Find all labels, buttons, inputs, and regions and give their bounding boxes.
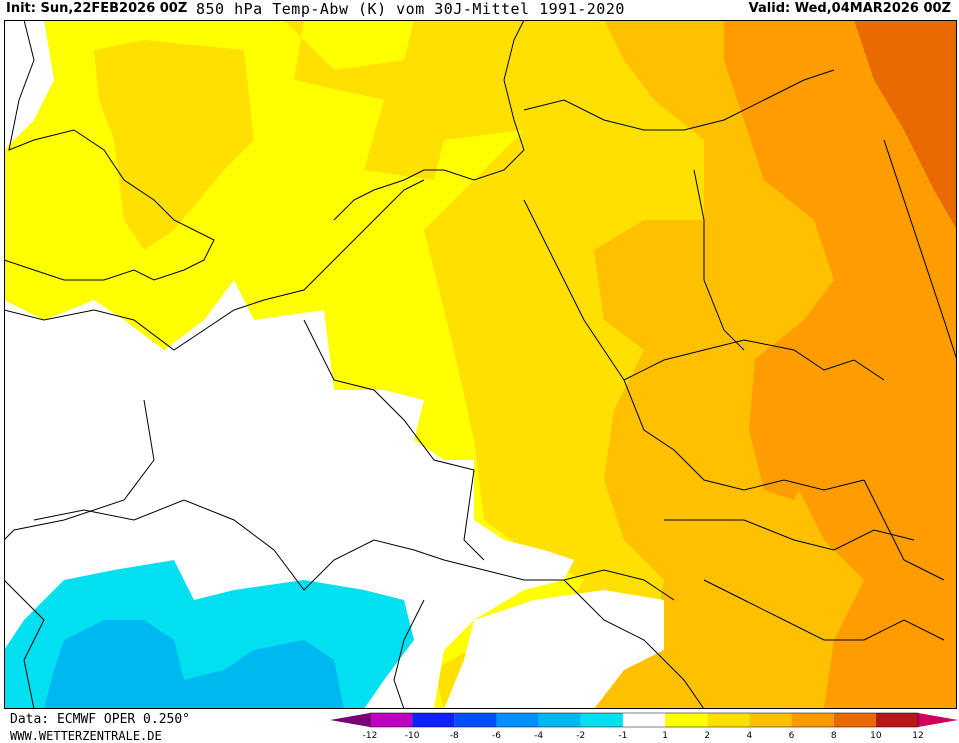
- legend-bin: [454, 713, 497, 727]
- map-title: 850 hPa Temp-Abw (K) vom 30J-Mittel 1991…: [196, 0, 625, 18]
- border-alps: [443, 559, 675, 601]
- legend-tick-label: 12: [912, 731, 923, 740]
- legend-tick-label: 4: [747, 731, 753, 740]
- legend-tick-label: 10: [870, 731, 882, 740]
- legend-tick-label: -12: [363, 731, 378, 740]
- legend-bin: [538, 713, 581, 727]
- coastline-france-north: [4, 179, 425, 351]
- legend-tick-label: -8: [450, 731, 459, 740]
- data-source-label: Data: ECMWF OPER 0.250°: [10, 712, 191, 727]
- legend-bin: [749, 713, 792, 727]
- legend-bin: [833, 713, 876, 727]
- border-germany-poland: [693, 169, 745, 351]
- valid-time-label: Valid: Wed,04MAR2026 00Z: [748, 1, 951, 16]
- legend-bin: [370, 713, 413, 727]
- color-legend: -12 -10 -8 -6 -4 -2 -1 1 2 4 6 8 10 12: [330, 712, 958, 740]
- map-footer: Data: ECMWF OPER 0.250° WWW.WETTERZENTRA…: [0, 709, 959, 743]
- legend-tick-label: -6: [492, 731, 501, 740]
- map-frame: [4, 20, 957, 709]
- legend-bin: [622, 713, 666, 727]
- anomaly-field-neutral-italy: [444, 590, 664, 709]
- temperature-anomaly-map: [4, 20, 957, 709]
- border-czechia: [623, 339, 885, 381]
- legend-bin: [665, 713, 708, 727]
- website-label: WWW.WETTERZENTRALE.DE: [10, 729, 162, 743]
- legend-bin: [875, 713, 918, 727]
- legend-ticks: -12 -10 -8 -6 -4 -2 -1 1 2 4 6 8 10 12: [363, 731, 924, 740]
- legend-bin-high-arrow: [918, 713, 958, 727]
- legend-outline: [369, 712, 919, 728]
- legend-tick-label: 6: [789, 731, 795, 740]
- border-spain-france: [33, 499, 445, 591]
- map-header: Init: Sun,22FEB2026 00Z 850 hPa Temp-Abw…: [0, 0, 959, 20]
- anomaly-field-2-4-north: [94, 40, 254, 250]
- init-time-label: Init: Sun,22FEB2026 00Z: [6, 1, 188, 16]
- legend-tick-label: -2: [576, 731, 585, 740]
- coastline-uk: [4, 20, 215, 281]
- coastline-netherlands: [333, 20, 525, 221]
- legend-bins: [330, 712, 958, 728]
- legend-tick-label: -1: [618, 731, 627, 740]
- anomaly-field-neutral-uk: [4, 20, 54, 150]
- legend-tick-label: 8: [831, 731, 837, 740]
- legend-bin-low-arrow: [330, 713, 370, 727]
- legend-tick-label: -4: [534, 731, 543, 740]
- legend-bin: [496, 713, 539, 727]
- anomaly-field-minus-2-4: [44, 620, 344, 709]
- coastline-biscay: [4, 399, 155, 541]
- border-czechia-south: [623, 379, 865, 491]
- legend-bin: [580, 713, 623, 727]
- anomaly-field-8-10: [854, 20, 957, 230]
- legend-tick-label: 1: [662, 731, 668, 740]
- border-austria: [664, 519, 915, 551]
- coastline-adriatic: [563, 579, 705, 709]
- legend-bin: [412, 713, 455, 727]
- anomaly-field-6-8-blob: [749, 360, 824, 500]
- border-france-germany: [303, 319, 485, 561]
- border-hungary: [863, 479, 945, 581]
- legend-tick-label: -10: [405, 731, 420, 740]
- border-germany-east: [523, 199, 625, 381]
- legend-bin: [791, 713, 834, 727]
- coastline-med: [4, 579, 45, 709]
- coastline-italy-west: [393, 599, 425, 709]
- coastline-baltic: [523, 69, 835, 131]
- border-poland-east: [883, 139, 957, 361]
- legend-tick-label: 2: [704, 731, 710, 740]
- legend-bin: [707, 713, 750, 727]
- coastlines: [4, 20, 957, 709]
- border-balkans: [703, 579, 945, 641]
